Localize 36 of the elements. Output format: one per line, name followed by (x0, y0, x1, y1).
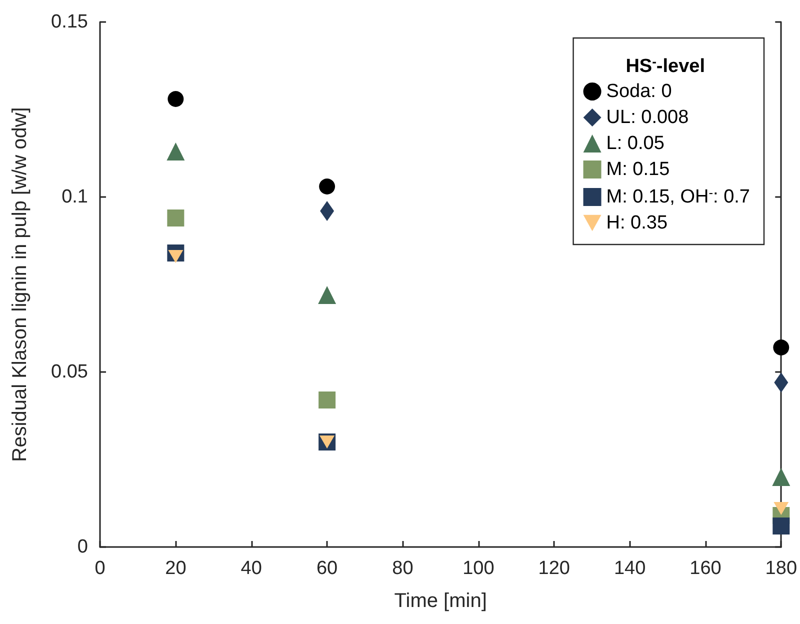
legend-title: HS--level (626, 54, 706, 77)
x-tick-label: 120 (538, 558, 570, 579)
point (318, 286, 336, 304)
x-tick-label: 80 (392, 558, 414, 579)
point (772, 468, 790, 486)
legend-label: L: 0.05 (606, 133, 664, 154)
point (774, 502, 789, 515)
x-tick-label: 60 (316, 558, 338, 579)
point (774, 372, 788, 392)
x-tick-label: 140 (614, 558, 646, 579)
x-tick-label: 0 (94, 558, 106, 579)
point (166, 142, 185, 160)
y-tick-label: 0 (77, 536, 88, 558)
point (319, 178, 336, 194)
x-tick-label: 100 (462, 558, 494, 579)
point (318, 392, 336, 408)
legend-label: H: 0.35 (606, 212, 668, 234)
legend-label: UL: 0.008 (606, 107, 689, 128)
point (167, 210, 184, 226)
y-tick-label: 0.05 (51, 362, 88, 382)
x-tick-label: 20 (165, 558, 186, 579)
y-axis-title: Residual Klason lignin in pulp [w/w odw] (9, 107, 31, 462)
legend-label: Soda: 0 (606, 81, 672, 102)
x-tick-label: 160 (690, 558, 722, 579)
y-tick-label: 0.1 (62, 186, 88, 208)
point (320, 201, 334, 221)
y-tick-label: 0.15 (51, 12, 88, 32)
x-tick-label: 40 (240, 558, 262, 579)
x-axis-title: Time [min] (394, 590, 487, 612)
point (772, 518, 790, 534)
legend-label: M: 0.15 (606, 159, 670, 180)
x-tick-label: 180 (765, 558, 797, 579)
point (773, 340, 790, 356)
legend-label: M: 0.15, OH-: 0.7 (606, 185, 750, 208)
point (168, 91, 184, 107)
point (168, 250, 184, 263)
